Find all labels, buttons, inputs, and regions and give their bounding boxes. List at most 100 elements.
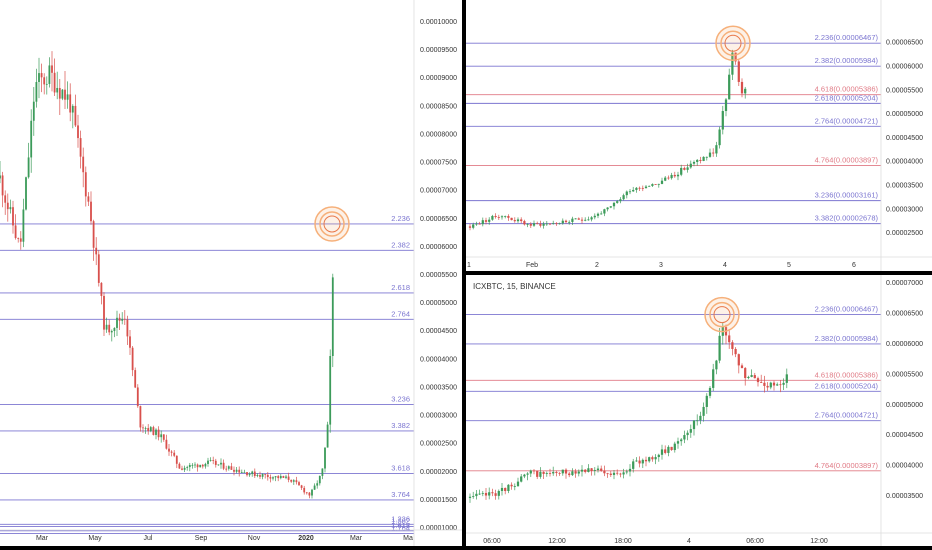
candle-body [160,434,163,438]
candle-body [90,201,92,222]
candle-body [251,471,254,475]
candle-body [0,175,1,179]
candle-body [82,156,85,173]
candle-body [612,202,616,207]
fib-level-label: 3.618 [391,464,410,473]
candle-body [235,469,238,472]
y-tick-label: 0.00006000 [420,244,457,251]
candle-body [168,448,170,452]
panel-bottom-right[interactable]: 2.236(0.00006467) 2.382(0.00005984) 4.618(… [466,275,932,550]
candle-body [504,487,507,492]
candle-body [472,496,475,497]
candle-body [769,382,772,388]
candle-body [227,466,230,469]
candle-body [500,487,504,491]
candle-body [274,476,277,478]
y-tick-label: 0.00002500 [886,230,923,237]
candle-body [243,472,246,473]
candle-body [715,145,718,154]
candle-body [48,65,51,84]
candle-body [126,319,129,337]
candle-body [654,457,657,460]
candle-body [651,184,654,186]
candle-body [577,218,580,220]
candle-body [619,199,622,202]
candle-body [648,457,651,462]
candle-body [648,185,651,187]
candle-body [220,462,222,465]
candle-body [165,439,168,449]
candle-body [61,89,64,99]
candle-body [763,382,766,386]
y-tick-label: 0.00001500 [420,497,457,504]
candle-body [680,439,683,442]
candle-body [19,238,22,242]
candle-body [660,180,664,184]
candle-body [539,223,542,226]
candle-body [587,468,590,472]
candle-body [680,167,683,175]
candle-body [760,382,763,383]
candle-body [657,454,660,458]
candle-body [702,406,705,416]
candle-body [555,223,558,225]
candle-body [744,368,747,378]
candle-body [32,101,35,121]
candle-body [321,468,324,476]
candle-body [71,105,74,113]
candle-body [683,435,686,440]
candle-body [577,471,580,474]
candle-body [737,61,740,82]
candle-body [721,111,724,130]
candle-body [542,471,545,474]
fib-level-label: 4.618(0.00005386) [815,85,879,94]
candle-body [69,94,72,113]
candle-body [708,387,712,396]
candle-body [507,215,510,218]
vertical-divider [462,0,466,550]
candle-body [638,460,641,464]
candle-body [175,455,178,464]
y-tick-label: 0.00003500 [886,182,923,189]
candle-body [740,81,744,94]
candle-body [329,356,332,425]
panel-background [466,275,932,550]
candle-body [766,385,769,388]
candle-body [118,317,121,321]
candle-body [609,473,612,475]
fib-level-label: 4.764(0.00003897) [815,461,879,470]
candle-body [290,479,293,482]
fib-level-label: 2.618(0.00005204) [815,381,879,390]
panel-top-right[interactable]: 2.236(0.00006467) 2.382(0.00005984) 4.618(… [466,0,932,271]
candle-body [708,152,712,157]
candle-body [313,485,316,490]
candle-body [4,195,7,203]
candle-body [561,469,564,474]
fib-level-label: 2.764(0.00004721) [815,116,879,125]
candle-body [35,81,38,102]
candle-body [651,457,654,460]
fib-level-label: 1.236 [391,514,410,523]
candle-body [654,184,657,185]
candle-body [676,174,680,177]
candle-body [625,191,628,196]
candle-body [564,469,568,474]
candle-body [580,469,584,472]
x-tick-label: 4 [723,262,727,269]
bottom-border [0,546,932,550]
candle-body [670,446,673,451]
candle-body [282,476,285,478]
candle-body [129,336,131,348]
candle-body [494,215,497,218]
candle-body [277,476,280,479]
candle-body [324,447,326,469]
candle-body [303,487,306,493]
candle-body [217,464,220,466]
y-tick-label: 0.00010000 [420,19,457,26]
candle-body [6,202,9,210]
candle-body [689,163,692,168]
candle-body [475,223,478,225]
highlight-ring-inner [720,30,746,56]
